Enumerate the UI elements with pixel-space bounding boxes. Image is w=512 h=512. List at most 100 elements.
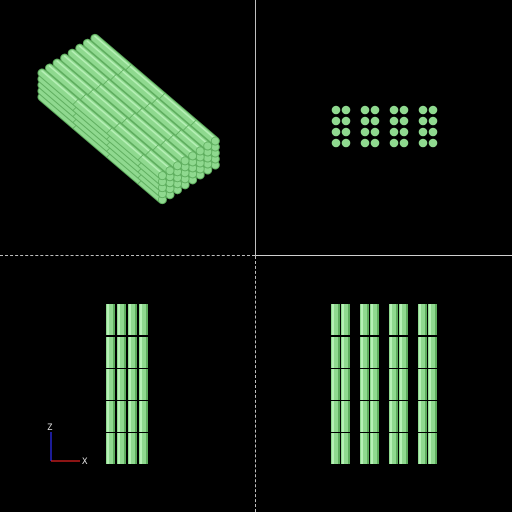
rod-highlight [429,337,431,368]
rod-highlight [419,337,421,368]
rod-highlight [429,369,431,400]
rod-segment [389,401,398,432]
rod-highlight [140,304,142,335]
rod-highlight [342,433,344,464]
rod-shadow [435,304,437,335]
rod-end [360,138,370,148]
rod-end [331,138,341,148]
rod-highlight [129,401,131,432]
rod-body [91,34,219,145]
rod-body [76,44,204,155]
rod-joint [110,73,117,81]
rod-segment [128,304,137,335]
rod-end [399,116,409,126]
side-viewport[interactable] [256,256,512,512]
rod-shadow [113,369,115,400]
rod-shadow [348,337,350,368]
rod-shadow [338,401,340,432]
rod-end [399,138,409,148]
isometric-viewport[interactable] [0,0,255,255]
top-viewport[interactable] [256,0,512,255]
rod-highlight [140,369,142,400]
rod-segment [331,433,340,464]
rod-joint [182,124,190,131]
front-viewport[interactable]: Z X [0,256,255,512]
rod-segment [370,337,379,368]
viewport-divider-vertical [255,0,256,256]
rod-end [341,116,351,126]
rod-shadow [348,304,350,335]
rod-joint [87,88,95,96]
rod-shadow [113,304,115,335]
z-axis-label: Z [47,423,53,433]
rod-segment [418,433,427,464]
rod-joint [95,83,102,91]
rod-shadow [113,337,115,368]
rod-shadow [113,433,115,464]
rod-shadow [367,369,369,400]
rod-shadow [124,369,126,400]
rod-shadow [435,433,437,464]
rod-shadow [338,433,340,464]
rod-segment [360,337,369,368]
rod-shadow [135,337,137,368]
rod-shadow [425,433,427,464]
rod-highlight [118,369,120,400]
rod-segment [106,337,115,368]
viewport-divider-horizontal [256,255,512,256]
rod-segment [370,433,379,464]
rod-shadow [377,337,379,368]
rod-segment [106,369,115,400]
rod-segment [117,433,126,464]
rod-end [360,127,370,137]
rod-segment [117,401,126,432]
rod-shadow [396,337,398,368]
rod-joint [152,143,160,151]
rod-end-cap [203,141,213,151]
rod-highlight [342,401,344,432]
rod-shadow [396,369,398,400]
rod-shadow [406,401,408,432]
rod-highlight [79,45,201,150]
rod-segment [341,433,350,464]
rod-highlight [332,433,334,464]
rod-end [418,116,428,126]
rod-shadow [406,369,408,400]
rod-shadow [338,369,340,400]
rod-highlight [118,337,120,368]
rod-highlight [118,401,120,432]
rod-segment [331,304,340,335]
rod-segment [331,369,340,400]
rod-shadow [124,433,126,464]
rod-segment [341,369,350,400]
rod-highlight [140,401,142,432]
front-rod-columns: Z X [47,304,148,467]
rod-segment [360,369,369,400]
rod-highlight [107,337,109,368]
rod-shadow [377,433,379,464]
rod-segment [418,369,427,400]
rod-shadow [435,369,437,400]
rod-end [331,105,341,115]
rod-segment [360,433,369,464]
rod-end [418,105,428,115]
rod-end [331,116,341,126]
rod-shadow [348,401,350,432]
viewport-divider-vertical-dashed [255,256,256,512]
rod-highlight [390,433,392,464]
isometric-rod-bundle [37,33,220,205]
rod-highlight [361,401,363,432]
rod-end-cap [180,156,190,166]
rod-highlight [63,55,186,160]
rod-shadow [348,369,350,400]
rod-segment [389,304,398,335]
rod-shadow [367,433,369,464]
rod-highlight [429,304,431,335]
rod-body [38,81,166,192]
rod-segment [389,433,398,464]
rod-segment [139,401,148,432]
rod-end [389,105,399,115]
rod-highlight [129,304,131,335]
rod-highlight [332,369,334,400]
axis-triad: Z X [47,423,88,467]
